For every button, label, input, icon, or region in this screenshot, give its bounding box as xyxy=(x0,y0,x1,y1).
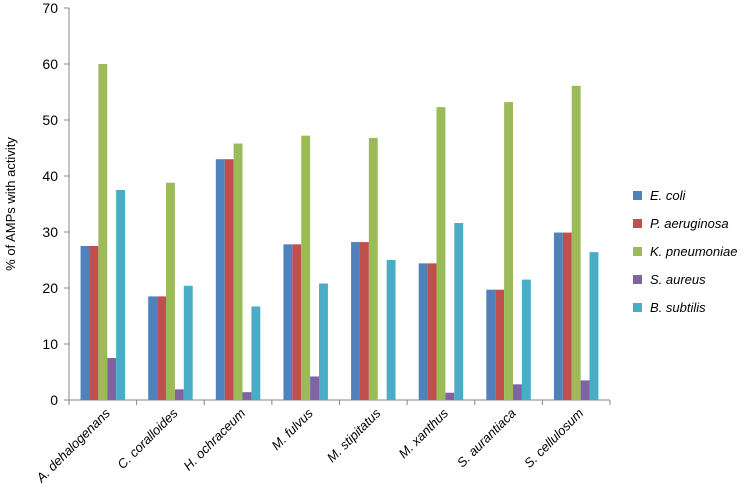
bar-k-pneumoniae-0 xyxy=(98,64,108,400)
legend-label: E. coli xyxy=(650,188,687,203)
bar-e-coli-1 xyxy=(148,296,158,400)
bar-e-coli-3 xyxy=(283,244,293,400)
bar-p-aeruginosa-3 xyxy=(292,244,302,400)
x-tick-label: A. dehalogenans xyxy=(33,405,114,486)
y-tick-label: 50 xyxy=(42,112,58,128)
bar-e-coli-0 xyxy=(80,246,90,400)
bar-s-aureus-7 xyxy=(580,380,590,400)
x-tick-label: S. aurantiaca xyxy=(454,406,519,471)
x-tick-labels: A. dehalogenans C. coralloides H. ochraceu… xyxy=(33,405,587,486)
bar-s-aureus-6 xyxy=(513,384,522,400)
bar-p-aeruginosa-2 xyxy=(224,159,234,400)
bar-s-aureus-2 xyxy=(242,392,252,400)
y-tick-label: 60 xyxy=(42,56,58,72)
x-tick-label: M. stipitatus xyxy=(324,405,384,465)
bar-p-aeruginosa-4 xyxy=(359,242,369,400)
bar-e-coli-5 xyxy=(418,263,428,400)
bar-p-aeruginosa-0 xyxy=(89,246,99,400)
legend-label: P. aeruginosa xyxy=(650,216,729,231)
y-tick-label: 10 xyxy=(42,336,58,352)
bar-e-coli-7 xyxy=(553,232,563,400)
bar-k-pneumoniae-5 xyxy=(436,107,446,401)
y-tick-label: 30 xyxy=(42,224,58,240)
bar-p-aeruginosa-6 xyxy=(495,289,505,400)
legend-label: S. aureus xyxy=(650,272,706,287)
bar-b-subtilis-3 xyxy=(319,283,328,400)
bar-s-aureus-0 xyxy=(107,358,117,400)
legend-swatch xyxy=(633,275,642,284)
y-tick-label: 20 xyxy=(42,280,58,296)
bar-p-aeruginosa-7 xyxy=(562,232,572,400)
bar-b-subtilis-7 xyxy=(589,252,599,400)
bar-b-subtilis-6 xyxy=(521,279,531,400)
bar-b-subtilis-2 xyxy=(251,306,261,400)
bar-p-aeruginosa-5 xyxy=(427,263,437,400)
bar-s-aureus-5 xyxy=(445,392,455,400)
bar-k-pneumoniae-4 xyxy=(368,137,378,401)
x-tick-label: M. xanthus xyxy=(395,405,451,461)
bar-e-coli-2 xyxy=(215,159,225,400)
bar-k-pneumoniae-1 xyxy=(165,182,175,400)
legend-swatch xyxy=(633,219,642,228)
y-tick-label: 0 xyxy=(50,392,58,408)
x-tick-label: C. coralloides xyxy=(114,405,181,472)
bar-s-aureus-3 xyxy=(310,376,320,400)
bars xyxy=(80,64,599,401)
bar-b-subtilis-0 xyxy=(116,190,126,400)
legend-swatch xyxy=(633,303,642,312)
bar-b-subtilis-4 xyxy=(386,260,396,400)
bar-k-pneumoniae-3 xyxy=(301,135,311,400)
bar-k-pneumoniae-7 xyxy=(571,85,581,400)
y-tick-label: 70 xyxy=(42,0,58,16)
x-tick-label: S. cellulosum xyxy=(521,405,586,470)
bar-e-coli-6 xyxy=(486,289,496,400)
bar-e-coli-4 xyxy=(351,242,360,400)
y-tick-labels: 0 10 20 30 40 50 60 70 xyxy=(42,0,58,408)
x-tick-label: M. fulvus xyxy=(268,405,316,453)
bar-b-subtilis-5 xyxy=(454,223,464,400)
bar-b-subtilis-1 xyxy=(183,285,193,400)
y-tick-label: 40 xyxy=(42,168,58,184)
x-tick-label: H. ochraceum xyxy=(180,405,248,473)
legend-swatch xyxy=(633,247,642,256)
legend: E. coli P. aeruginosa K. pneumoniae S. aure… xyxy=(633,188,737,315)
legend-label: B. subtilis xyxy=(650,300,706,315)
bar-k-pneumoniae-2 xyxy=(233,143,243,400)
bar-s-aureus-1 xyxy=(174,389,184,400)
legend-swatch xyxy=(633,191,642,200)
bar-k-pneumoniae-6 xyxy=(504,102,514,400)
legend-label: K. pneumoniae xyxy=(650,244,737,259)
y-axis-label: % of AMPs with activity xyxy=(3,137,18,271)
bar-p-aeruginosa-1 xyxy=(157,296,166,400)
